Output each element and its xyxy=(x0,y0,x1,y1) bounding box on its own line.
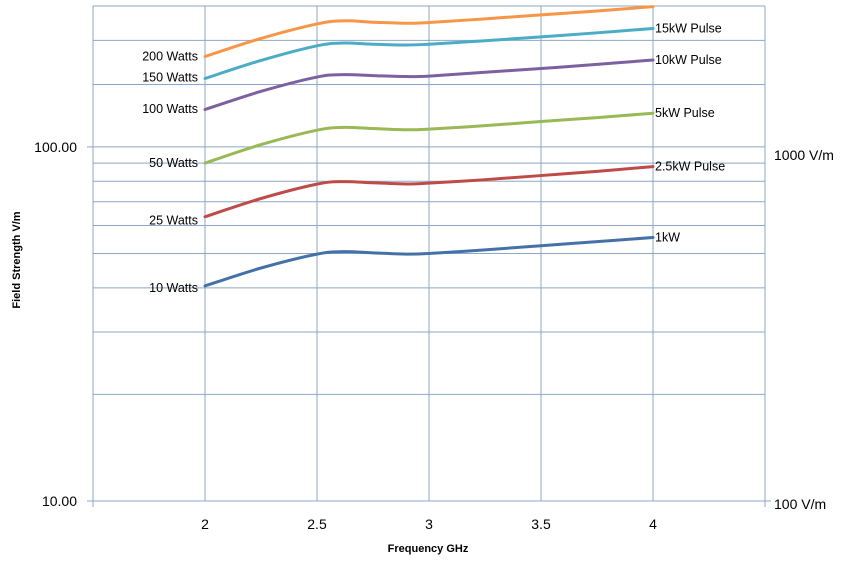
y-axis-title: Field Strength V/m xyxy=(11,211,23,308)
wattage-label: 25 Watts xyxy=(149,213,198,227)
series-label: 15kW Pulse xyxy=(655,21,722,35)
wattage-label: 200 Watts xyxy=(142,50,198,64)
x-tick-label: 4 xyxy=(649,516,657,532)
right-axis-label: 100 V/m xyxy=(774,496,826,512)
series-line-5 xyxy=(203,26,655,81)
left-annotations: 200 Watts 150 Watts 100 Watts 50 Watts 25 Wa… xyxy=(142,50,198,295)
wattage-label: 10 Watts xyxy=(149,281,198,295)
series-label: 5kW Pulse xyxy=(655,106,715,120)
right-axis-label: 1000 V/m xyxy=(774,147,834,163)
plot-frame xyxy=(87,6,771,507)
y-tick-label: 100.00 xyxy=(34,139,77,155)
series-labels: 1kW 2.5kW Pulse 5kW Pulse 10kW Pulse 15kW Pu… xyxy=(655,21,725,244)
series-line-2 xyxy=(203,165,655,219)
series-label: 1kW xyxy=(655,230,680,244)
series-label: 2.5kW Pulse xyxy=(655,160,725,174)
wattage-label: 50 Watts xyxy=(149,156,198,170)
y-tick-label: 10.00 xyxy=(42,493,77,509)
x-tick-label: 2.5 xyxy=(307,516,327,532)
x-tick-label: 2 xyxy=(201,516,209,532)
series-lines xyxy=(203,5,655,288)
x-axis-title: Frequency GHz xyxy=(388,543,469,555)
wattage-label: 150 Watts xyxy=(142,71,198,85)
series-line-4 xyxy=(203,58,655,112)
series-line-1 xyxy=(203,235,655,288)
right-axis-labels: 1000 V/m 100 V/m xyxy=(774,147,834,512)
series-line-6 xyxy=(203,5,655,59)
y-tick-labels: 10.00 100.00 xyxy=(34,139,77,509)
series-line-3 xyxy=(203,111,655,165)
wattage-label: 100 Watts xyxy=(142,102,198,116)
x-tick-label: 3.5 xyxy=(531,516,551,532)
x-tick-labels: 2 2.5 3 3.5 4 xyxy=(201,516,657,532)
series-label: 10kW Pulse xyxy=(655,53,722,67)
x-tick-label: 3 xyxy=(425,516,433,532)
